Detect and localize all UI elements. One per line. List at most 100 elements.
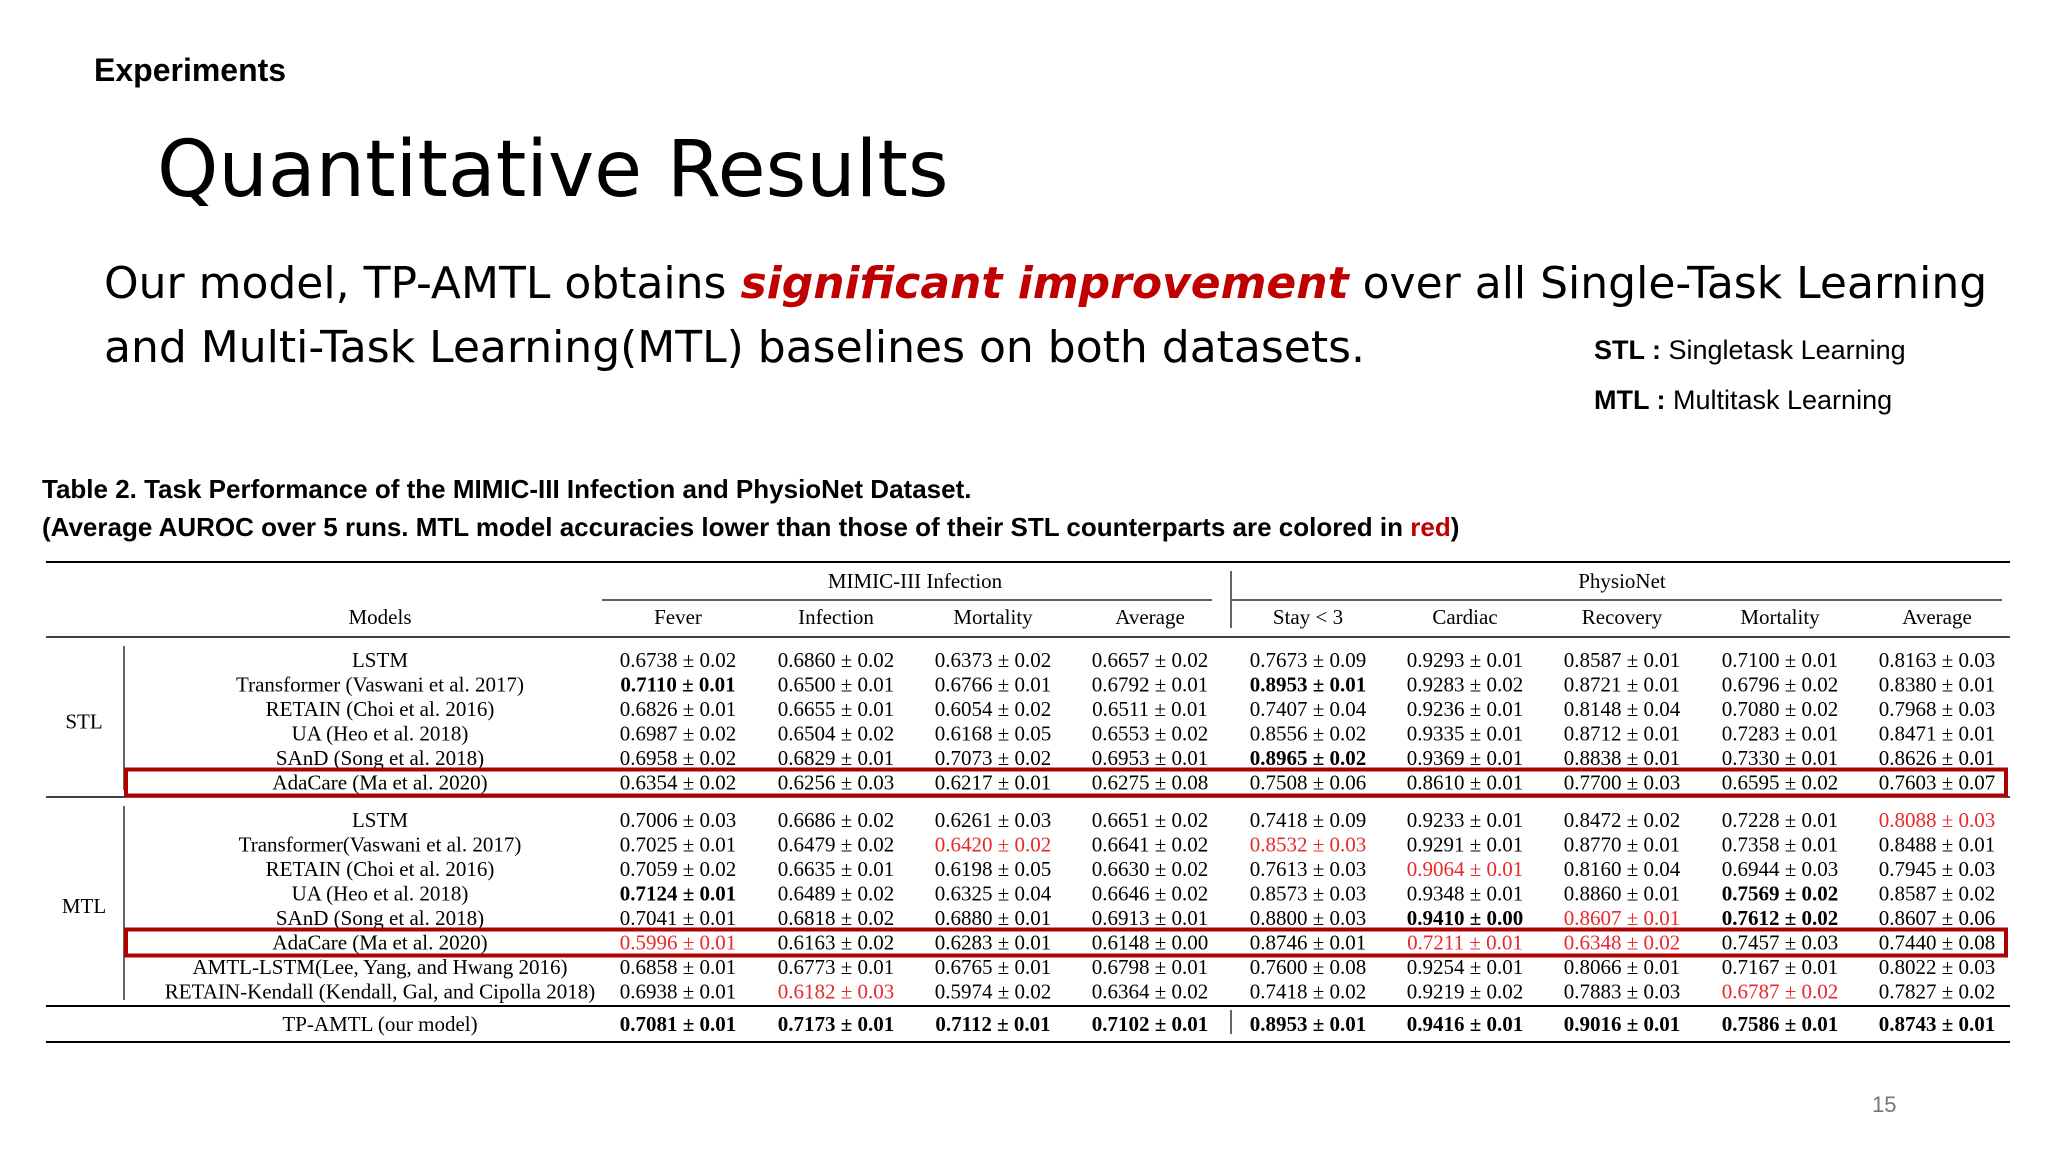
row-final-cell-7: 0.9016 ± 0.01 (1564, 1012, 1681, 1036)
row-stl-1-cell-1: 0.6738 ± 0.02 (620, 648, 737, 672)
row-stl-3-cell-7: 0.8148 ± 0.04 (1564, 697, 1681, 721)
row-stl-6-cell-7: 0.7700 ± 0.03 (1564, 771, 1681, 795)
row-stl-6-model: AdaCare (Ma et al. 2020) (272, 771, 487, 795)
row-mtl-8-cell-3: 0.5974 ± 0.02 (935, 980, 1052, 1004)
row-final-cell-6: 0.9416 ± 0.01 (1407, 1012, 1524, 1036)
row-mtl-4-cell-1: 0.7124 ± 0.01 (620, 882, 737, 906)
row-mtl-8-model: RETAIN-Kendall (Kendall, Gal, and Cipoll… (165, 980, 595, 1004)
row-stl-3-cell-6: 0.9236 ± 0.01 (1407, 697, 1524, 721)
row-stl-6-cell-1: 0.6354 ± 0.02 (620, 771, 737, 795)
row-mtl-1-cell-5: 0.7418 ± 0.09 (1250, 808, 1367, 832)
legend-stl-text: Singletask Learning (1661, 335, 1906, 365)
row-mtl-2-cell-8: 0.7358 ± 0.01 (1722, 833, 1839, 857)
row-mtl-5-cell-3: 0.6880 ± 0.01 (935, 906, 1052, 930)
column-header-6: Cardiac (1432, 605, 1497, 629)
row-stl-3-cell-4: 0.6511 ± 0.01 (1092, 697, 1208, 721)
row-final-cell-4: 0.7102 ± 0.01 (1092, 1012, 1209, 1036)
group-header-mimic: MIMIC-III Infection (828, 569, 1003, 593)
row-mtl-2-cell-7: 0.8770 ± 0.01 (1564, 833, 1681, 857)
row-stl-1-cell-4: 0.6657 ± 0.02 (1092, 648, 1209, 672)
legend-mtl-abbr: MTL : (1594, 385, 1666, 415)
row-mtl-6-cell-8: 0.7457 ± 0.03 (1722, 931, 1839, 955)
row-stl-2-cell-8: 0.6796 ± 0.02 (1722, 673, 1839, 697)
row-mtl-6-cell-4: 0.6148 ± 0.00 (1092, 931, 1209, 955)
row-mtl-7-cell-7: 0.8066 ± 0.01 (1564, 955, 1681, 979)
row-mtl-8-cell-4: 0.6364 ± 0.02 (1092, 980, 1209, 1004)
row-mtl-7-cell-6: 0.9254 ± 0.01 (1407, 955, 1524, 979)
row-stl-5-cell-8: 0.7330 ± 0.01 (1722, 746, 1839, 770)
row-stl-4-cell-9: 0.8471 ± 0.01 (1879, 722, 1996, 746)
lead-text-before: Our model, TP-AMTL obtains (104, 258, 741, 309)
group-header-physionet: PhysioNet (1578, 569, 1666, 593)
row-stl-6-cell-2: 0.6256 ± 0.03 (778, 771, 895, 795)
row-mtl-1-cell-9: 0.8088 ± 0.03 (1879, 808, 1996, 832)
table-caption: Table 2. Task Performance of the MIMIC-I… (42, 470, 1459, 546)
row-mtl-8-cell-6: 0.9219 ± 0.02 (1407, 980, 1524, 1004)
row-stl-1-cell-9: 0.8163 ± 0.03 (1879, 648, 1996, 672)
column-header-7: Recovery (1582, 605, 1663, 629)
row-mtl-8-cell-9: 0.7827 ± 0.02 (1879, 980, 1996, 1004)
column-header-4: Average (1115, 605, 1185, 629)
row-mtl-1-model: LSTM (352, 808, 408, 832)
row-mtl-1-cell-3: 0.6261 ± 0.03 (935, 808, 1052, 832)
row-final-cell-9: 0.8743 ± 0.01 (1879, 1012, 1996, 1036)
row-stl-1-cell-8: 0.7100 ± 0.01 (1722, 648, 1839, 672)
row-mtl-6-cell-1: 0.5996 ± 0.01 (620, 931, 737, 955)
row-stl-4-cell-6: 0.9335 ± 0.01 (1407, 722, 1524, 746)
caption-line-1: Table 2. Task Performance of the MIMIC-I… (42, 474, 972, 504)
legend-mtl: MTL : Multitask Learning (1594, 385, 1892, 416)
row-mtl-3-cell-1: 0.7059 ± 0.02 (620, 857, 737, 881)
row-mtl-6-cell-3: 0.6283 ± 0.01 (935, 931, 1052, 955)
legend-stl-abbr: STL : (1594, 335, 1661, 365)
row-mtl-7-cell-5: 0.7600 ± 0.08 (1250, 955, 1367, 979)
row-mtl-5-cell-6: 0.9410 ± 0.00 (1407, 906, 1524, 930)
row-final-cell-1: 0.7081 ± 0.01 (620, 1012, 737, 1036)
row-stl-1-cell-7: 0.8587 ± 0.01 (1564, 648, 1681, 672)
row-stl-5-cell-4: 0.6953 ± 0.01 (1092, 746, 1209, 770)
row-mtl-4-cell-5: 0.8573 ± 0.03 (1250, 882, 1367, 906)
row-stl-1-model: LSTM (352, 648, 408, 672)
row-mtl-8-cell-8: 0.6787 ± 0.02 (1722, 980, 1839, 1004)
row-final-cell-5: 0.8953 ± 0.01 (1250, 1012, 1367, 1036)
row-mtl-7-cell-9: 0.8022 ± 0.03 (1879, 955, 1996, 979)
row-stl-6-cell-6: 0.8610 ± 0.01 (1407, 771, 1524, 795)
page-number: 15 (1872, 1092, 1897, 1117)
row-stl-2-cell-3: 0.6766 ± 0.01 (935, 673, 1052, 697)
row-stl-4-model: UA (Heo et al. 2018) (292, 722, 469, 746)
row-mtl-1-cell-6: 0.9233 ± 0.01 (1407, 808, 1524, 832)
row-mtl-3-model: RETAIN (Choi et al. 2016) (266, 857, 495, 881)
row-stl-3-cell-2: 0.6655 ± 0.01 (778, 697, 895, 721)
row-mtl-7-cell-2: 0.6773 ± 0.01 (778, 955, 895, 979)
row-mtl-6-cell-7: 0.6348 ± 0.02 (1564, 931, 1681, 955)
row-stl-5-cell-2: 0.6829 ± 0.01 (778, 746, 895, 770)
row-mtl-3-cell-6: 0.9064 ± 0.01 (1407, 857, 1524, 881)
row-stl-3-cell-3: 0.6054 ± 0.02 (935, 697, 1052, 721)
row-stl-6-cell-9: 0.7603 ± 0.07 (1879, 771, 1996, 795)
row-stl-4-cell-1: 0.6987 ± 0.02 (620, 722, 737, 746)
row-stl-2-cell-1: 0.7110 ± 0.01 (620, 673, 735, 697)
row-stl-5-cell-1: 0.6958 ± 0.02 (620, 746, 737, 770)
row-mtl-7-cell-1: 0.6858 ± 0.01 (620, 955, 737, 979)
row-mtl-2-cell-4: 0.6641 ± 0.02 (1092, 833, 1209, 857)
row-mtl-2-cell-1: 0.7025 ± 0.01 (620, 833, 737, 857)
row-mtl-3-cell-8: 0.6944 ± 0.03 (1722, 857, 1839, 881)
column-header-1: Fever (654, 605, 702, 629)
row-mtl-5-cell-9: 0.8607 ± 0.06 (1879, 906, 1996, 930)
row-mtl-4-cell-4: 0.6646 ± 0.02 (1092, 882, 1209, 906)
row-stl-4-cell-8: 0.7283 ± 0.01 (1722, 722, 1839, 746)
row-stl-2-cell-2: 0.6500 ± 0.01 (778, 673, 895, 697)
section-label-stl: STL (65, 709, 102, 733)
row-stl-1-cell-5: 0.7673 ± 0.09 (1250, 648, 1367, 672)
row-stl-2-model: Transformer (Vaswani et al. 2017) (236, 673, 524, 697)
row-mtl-4-cell-8: 0.7569 ± 0.02 (1722, 882, 1839, 906)
row-stl-3-model: RETAIN (Choi et al. 2016) (266, 697, 495, 721)
section-label-mtl: MTL (62, 894, 106, 918)
models-header: Models (349, 605, 412, 629)
row-mtl-2-cell-5: 0.8532 ± 0.03 (1250, 833, 1367, 857)
row-mtl-5-model: SAnD (Song et al. 2018) (276, 906, 484, 930)
column-header-3: Mortality (953, 605, 1033, 629)
row-mtl-5-cell-7: 0.8607 ± 0.01 (1564, 906, 1681, 930)
row-final-cell-8: 0.7586 ± 0.01 (1722, 1012, 1839, 1036)
row-mtl-2-cell-9: 0.8488 ± 0.01 (1879, 833, 1996, 857)
